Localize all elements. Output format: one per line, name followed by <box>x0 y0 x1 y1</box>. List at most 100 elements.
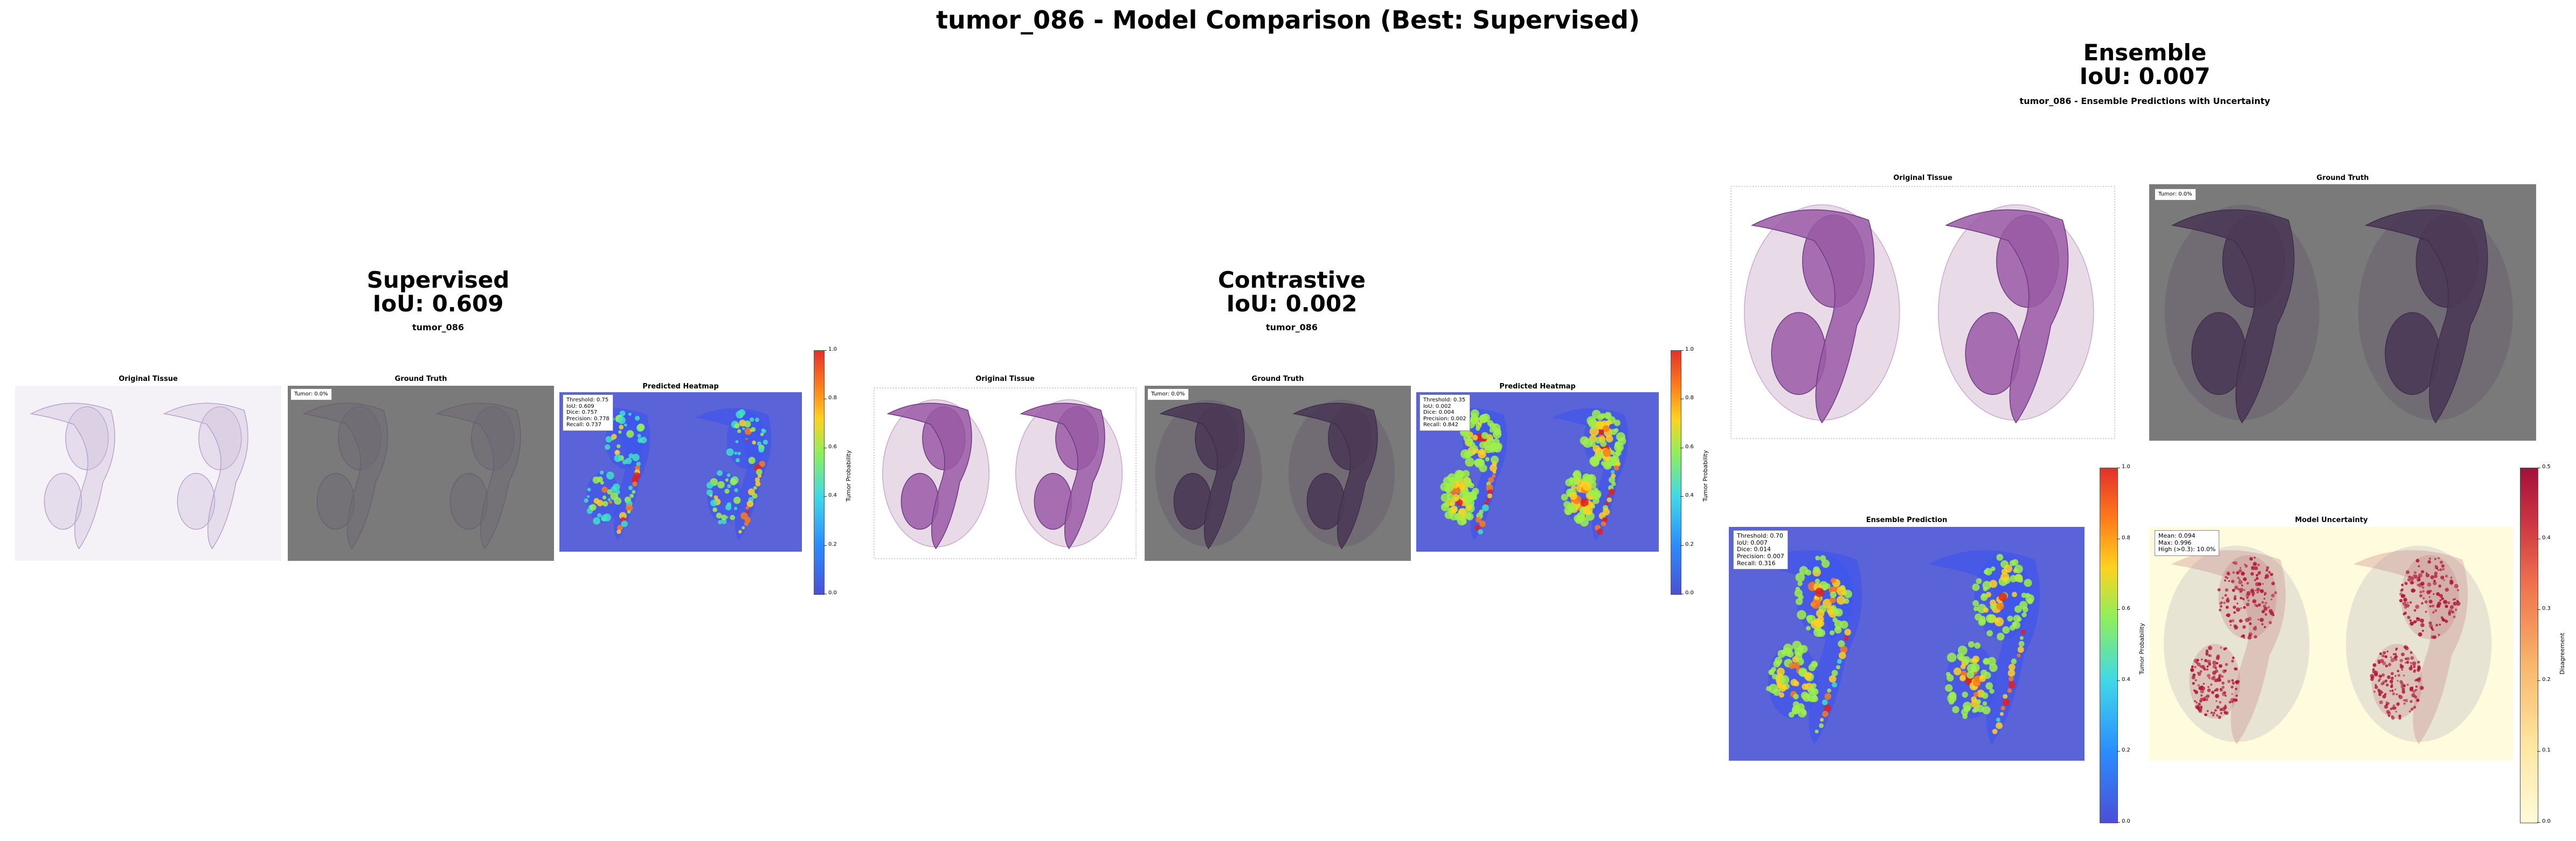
supervised-heatmap-image: Threshold: 0.75 IoU: 0.609 Dice: 0.757 P… <box>559 392 802 552</box>
contrastive-heatmap-image: Threshold: 0.35 IoU: 0.002 Dice: 0.004 P… <box>1416 392 1659 552</box>
ensemble-metric-precision: Precision: 0.007 <box>1737 552 1784 560</box>
ensemble-metrics-box: Threshold: 0.70 IoU: 0.007 Dice: 0.014 P… <box>1733 530 1788 570</box>
contrastive-header: Contrastive IoU: 0.002 <box>872 268 1712 316</box>
colorbar-tick-label: 0.8 <box>2122 534 2130 541</box>
ensemble-subtitle: tumor_086 - Ensemble Predictions with Un… <box>2019 96 2270 106</box>
contrastive-gt-title: Ground Truth <box>1251 375 1304 383</box>
colorbar-tick-mark <box>2537 680 2540 681</box>
contrastive-metric-iou: IoU: 0.002 <box>1423 403 1451 409</box>
colorbar-tick-label: 0.4 <box>828 492 837 499</box>
contrastive-iou: IoU: 0.002 <box>1226 290 1358 317</box>
contrastive-subtitle: tumor_086 <box>1266 322 1318 332</box>
colorbar-tick-label: 0.3 <box>2542 606 2551 612</box>
colorbar-label: Tumor Probability <box>845 450 852 502</box>
colorbar-tick-label: 1.0 <box>2122 464 2130 470</box>
contrastive-original-title: Original Tissue <box>975 375 1035 383</box>
supervised-metric-dice: Dice: 0.757 <box>566 409 598 415</box>
contrastive-metric-precision: Precision: 0.002 <box>1423 415 1466 422</box>
uncertainty-mean: Mean: 0.094 <box>2158 532 2196 539</box>
ensemble-header: Ensemble IoU: 0.007 <box>1725 39 2565 90</box>
colorbar-gradient <box>2100 468 2118 823</box>
colorbar-tick-mark <box>2117 680 2120 681</box>
colorbar-tick-label: 0.0 <box>1685 590 1694 596</box>
contrastive-heatmap-title: Predicted Heatmap <box>1499 383 1576 391</box>
supervised-original-image <box>15 386 281 561</box>
uncertainty-colorbar: 0.5 0.4 0.3 0.2 0.1 0.0 Disagreement <box>2520 464 2566 824</box>
ensemble-uncertainty-stats: Mean: 0.094 Max: 0.996 High (>0.3): 10.0… <box>2155 530 2220 556</box>
ensemble-prediction-image: Threshold: 0.70 IoU: 0.007 Dice: 0.014 P… <box>1729 527 2085 761</box>
colorbar-tick-label: 0.6 <box>2122 606 2130 612</box>
supervised-header: Supervised IoU: 0.609 <box>15 268 861 316</box>
contrastive-gt-image: Tumor: 0.0% <box>1145 386 1411 561</box>
supervised-heatmap-title: Predicted Heatmap <box>642 383 719 391</box>
colorbar-tick-label: 0.0 <box>2542 818 2551 824</box>
contrastive-model-name: Contrastive <box>1217 267 1366 293</box>
supervised-metric-recall: Recall: 0.737 <box>566 422 602 428</box>
ensemble-model-name: Ensemble <box>2083 39 2207 66</box>
ensemble-prediction-title: Ensemble Prediction <box>1866 516 1948 524</box>
colorbar-tick-mark <box>2117 751 2120 752</box>
colorbar-tick-mark <box>823 496 827 497</box>
supervised-colorbar: 1.0 0.8 0.6 0.4 0.2 0.0 Tumor Probability <box>814 346 852 596</box>
colorbar-tick-mark <box>2117 822 2120 823</box>
colorbar-tick-label: 0.1 <box>2542 747 2551 754</box>
supervised-subtitle: tumor_086 <box>412 322 464 332</box>
ensemble-colorbar: 1.0 0.8 0.6 0.4 0.2 0.0 Tumor Probability <box>2100 464 2145 824</box>
ensemble-metric-threshold: Threshold: 0.70 <box>1737 532 1783 539</box>
supervised-metric-threshold: Threshold: 0.75 <box>566 397 609 403</box>
colorbar-tick-label: 0.4 <box>2542 534 2551 541</box>
colorbar-label: Tumor Probability <box>1702 450 1709 502</box>
ensemble-iou: IoU: 0.007 <box>2079 63 2211 90</box>
ensemble-gt-badge: Tumor: 0.0% <box>2155 189 2196 200</box>
colorbar-tick-mark <box>1680 350 1684 351</box>
ensemble-metric-dice: Dice: 0.014 <box>1737 546 1771 553</box>
colorbar-tick-label: 0.0 <box>828 590 837 596</box>
colorbar-tick-label: 0.4 <box>1685 492 1694 499</box>
contrastive-metric-threshold: Threshold: 0.35 <box>1423 397 1466 403</box>
colorbar-tick-label: 0.6 <box>1685 443 1694 450</box>
colorbar-tick-mark <box>823 545 827 546</box>
colorbar-tick-mark <box>823 350 827 351</box>
colorbar-tick-label: 0.2 <box>1685 541 1694 547</box>
ensemble-uncertainty-title: Model Uncertainty <box>2295 516 2368 524</box>
ensemble-uncertainty-image: Mean: 0.094 Max: 0.996 High (>0.3): 10.0… <box>2149 527 2513 761</box>
colorbar-tick-label: 0.4 <box>2122 676 2130 683</box>
colorbar-tick-mark <box>1680 545 1684 546</box>
colorbar-gradient <box>2520 468 2538 823</box>
uncertainty-max: Max: 0.996 <box>2158 539 2192 546</box>
contrastive-gt-badge: Tumor: 0.0% <box>1147 388 1189 400</box>
colorbar-label: Tumor Probability <box>2138 623 2145 675</box>
supervised-metric-precision: Precision: 0.778 <box>566 415 610 422</box>
supervised-metric-iou: IoU: 0.609 <box>566 403 594 409</box>
supervised-metrics-box: Threshold: 0.75 IoU: 0.609 Dice: 0.757 P… <box>563 394 613 431</box>
ensemble-original-image <box>1729 184 2117 441</box>
colorbar-tick-label: 0.2 <box>828 541 837 547</box>
colorbar-tick-label: 0.6 <box>828 443 837 450</box>
colorbar-tick-label: 0.2 <box>2542 676 2551 683</box>
supervised-iou: IoU: 0.609 <box>372 290 504 317</box>
supervised-gt-badge: Tumor: 0.0% <box>290 388 332 400</box>
ensemble-metric-iou: IoU: 0.007 <box>1737 539 1768 546</box>
colorbar-gradient <box>1671 350 1681 595</box>
uncertainty-high: High (>0.3): 10.0% <box>2158 546 2216 553</box>
colorbar-label: Disagreement <box>2559 633 2566 675</box>
supervised-model-name: Supervised <box>366 267 510 293</box>
ensemble-gt-image: Tumor: 0.0% <box>2149 184 2536 441</box>
contrastive-colorbar: 1.0 0.8 0.6 0.4 0.2 0.0 Tumor Probability <box>1671 346 1709 596</box>
colorbar-tick-mark <box>1680 496 1684 497</box>
colorbar-gradient <box>814 350 825 595</box>
colorbar-tick-label: 0.5 <box>2542 464 2551 470</box>
ensemble-metric-recall: Recall: 0.316 <box>1737 559 1776 567</box>
colorbar-tick-mark <box>2537 751 2540 752</box>
ensemble-gt-title: Ground Truth <box>2316 174 2369 182</box>
ensemble-original-title: Original Tissue <box>1893 174 1952 182</box>
colorbar-tick-label: 0.8 <box>828 395 837 401</box>
colorbar-tick-label: 0.8 <box>1685 395 1694 401</box>
contrastive-metric-dice: Dice: 0.004 <box>1423 409 1455 415</box>
supervised-gt-image: Tumor: 0.0% <box>288 386 554 561</box>
colorbar-tick-mark <box>2537 609 2540 610</box>
colorbar-tick-mark <box>2117 609 2120 610</box>
contrastive-metric-recall: Recall: 0.842 <box>1423 422 1459 428</box>
colorbar-tick-mark <box>2537 822 2540 823</box>
supervised-gt-title: Ground Truth <box>394 375 447 383</box>
